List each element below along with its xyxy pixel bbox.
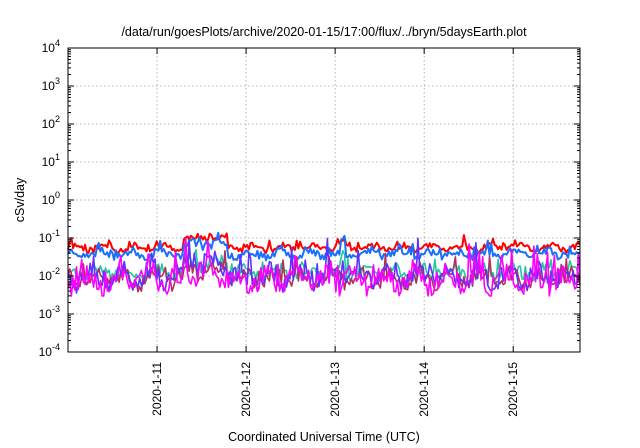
y-tick-label: 10-3 [39, 304, 60, 321]
y-axis-title: cSv/day [13, 177, 27, 222]
y-tick-label: 104 [42, 38, 60, 55]
grid [68, 48, 580, 352]
x-tick-label: 2020-1-15 [506, 362, 520, 417]
x-axis: 2020-1-11 2020-1-12 2020-1-13 2020-1-14 2020… [150, 48, 520, 417]
x-tick-label: 2020-1-13 [328, 362, 342, 417]
series-line [67, 231, 581, 262]
y-tick-label: 10-1 [39, 228, 60, 245]
y-tick-label: 10-4 [39, 342, 60, 359]
x-tick-label: 2020-1-14 [417, 362, 431, 417]
y-tick-label: 103 [42, 76, 60, 93]
series-line [67, 232, 581, 254]
series-layer [67, 231, 581, 297]
y-tick-label: 100 [42, 190, 60, 207]
y-tick-label: 102 [42, 114, 60, 131]
chart-title: /data/run/goesPlots/archive/2020-01-15/1… [121, 25, 527, 39]
x-tick-label: 2020-1-12 [239, 362, 253, 417]
x-axis-title: Coordinated Universal Time (UTC) [228, 430, 420, 444]
y-axis: 10-4 10-3 10-2 10-1 100 101 102 103 104 [39, 38, 580, 359]
y-tick-label: 10-2 [39, 266, 60, 283]
series-line [67, 238, 581, 297]
x-tick-label: 2020-1-11 [150, 362, 164, 416]
y-tick-label: 101 [42, 152, 60, 169]
